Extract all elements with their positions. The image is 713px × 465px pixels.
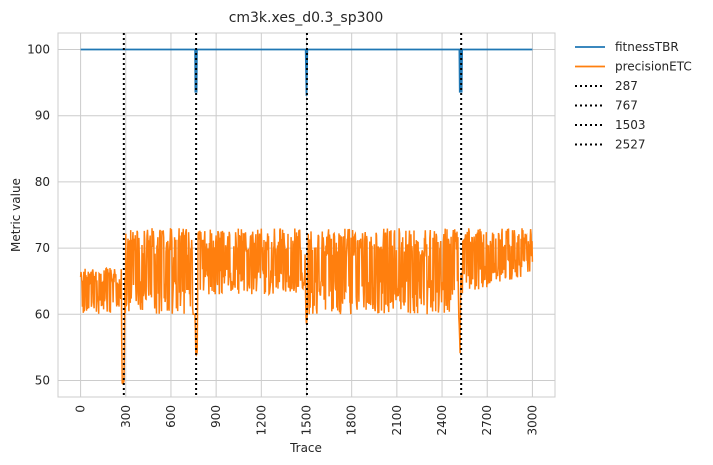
x-tick-label: 3000	[525, 405, 539, 436]
x-tick-labels: 0 300 600 900 1200 1500 1800 2100 2400 2700 3000	[74, 405, 540, 436]
x-tick-label: 1500	[300, 405, 314, 436]
x-tick-label: 300	[119, 405, 133, 428]
y-tick-label: 90	[35, 109, 50, 123]
x-tick-label: 1800	[345, 405, 359, 436]
x-tick-label: 1200	[254, 405, 268, 436]
legend-label-287: 287	[615, 79, 638, 93]
x-tick-label: 2400	[435, 405, 449, 436]
legend-label-precisionETC: precisionETC	[615, 60, 692, 74]
x-axis-label: Trace	[289, 441, 322, 455]
y-axis-label: Metric value	[9, 178, 23, 252]
y-tick-label: 50	[35, 373, 50, 387]
vertical-markers	[122, 33, 463, 397]
y-tick-label: 70	[35, 241, 50, 255]
legend: fitnessTBR precisionETC 287 767 1503 2527	[575, 40, 692, 152]
y-tick-label: 100	[27, 43, 50, 57]
x-tick-label: 0	[74, 405, 88, 413]
y-tick-label: 60	[35, 307, 50, 321]
chart-title: cm3k.xes_d0.3_sp300	[229, 10, 384, 26]
y-tick-label: 80	[35, 175, 50, 189]
x-tick-label: 600	[164, 405, 178, 428]
grid-lines	[58, 33, 555, 397]
legend-label-767: 767	[615, 99, 638, 113]
x-tick-label: 2700	[480, 405, 494, 436]
x-tick-label: 2100	[390, 405, 404, 436]
legend-label-2527: 2527	[615, 138, 646, 152]
legend-label-fitnessTBR: fitnessTBR	[615, 40, 679, 54]
x-tick-label: 900	[209, 405, 223, 428]
y-tick-labels: 50 60 70 80 90 100	[27, 43, 50, 388]
legend-label-1503: 1503	[615, 118, 646, 132]
